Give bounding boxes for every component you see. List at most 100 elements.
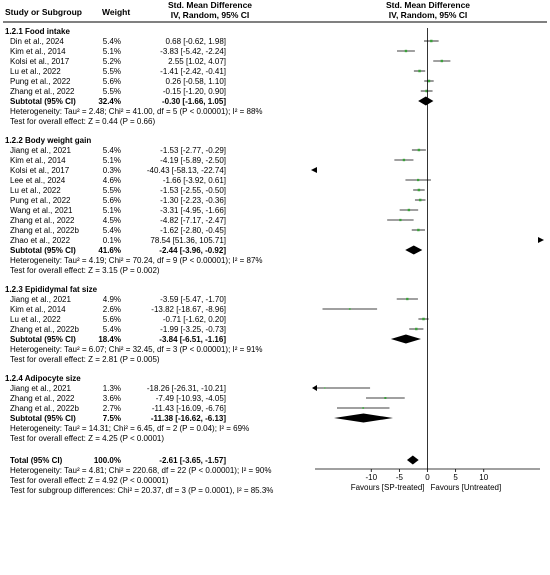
subtotal-label: Subtotal (95% CI): [10, 246, 76, 255]
study-weight: 5.1%: [103, 156, 121, 165]
study-marker: [399, 218, 402, 222]
favours-right-label: Favours [Untreated]: [431, 483, 502, 492]
study-weight: 3.6%: [103, 394, 121, 403]
study-ci: -40.43 [-58.13, -22.74]: [147, 166, 226, 175]
study-ci: -1.99 [-3.25, -0.73]: [160, 325, 226, 334]
study-ci: -1.53 [-2.77, -0.29]: [160, 146, 226, 155]
study-name: Pung et al., 2022: [10, 77, 71, 86]
study-ci: 0.26 [-0.58, 1.10]: [166, 77, 227, 86]
plot-title: Std. Mean Difference: [386, 0, 470, 10]
x-tick-label: 10: [479, 473, 488, 482]
study-name: Kolsi et al., 2017: [10, 166, 70, 175]
header: Study or Subgroup Weight Std. Mean Diffe…: [3, 0, 547, 23]
study-marker: [427, 79, 431, 83]
study-weight: 0.1%: [103, 236, 121, 245]
subtotal-diamond: [390, 334, 421, 344]
total-heterogeneity-text: Heterogeneity: Tau² = 4.81; Chi² = 220.6…: [10, 466, 271, 475]
study-weight: 5.1%: [103, 47, 121, 56]
study-ci: 2.55 [1.02, 4.07]: [168, 57, 226, 66]
ci-arrow-left: [311, 167, 317, 173]
study-ci: -1.62 [-2.80, -0.45]: [160, 226, 226, 235]
study-marker: [404, 49, 408, 53]
overall-effect-text: Test for overall effect: Z = 4.25 (P < 0…: [10, 434, 164, 443]
study-marker: [418, 69, 421, 73]
study-ci: -0.71 [-1.62, 0.20]: [163, 315, 226, 324]
study-marker: [384, 397, 387, 399]
x-tick-label: -10: [365, 473, 377, 482]
subtotal-label: Subtotal (95% CI): [10, 414, 76, 423]
study-weight: 5.4%: [103, 226, 121, 235]
study-weight: 5.5%: [103, 67, 121, 76]
study-weight: 5.2%: [103, 57, 121, 66]
study-marker: [417, 178, 420, 182]
total-ci: -2.61 [-3.65, -1.57]: [159, 456, 226, 465]
subtotal-weight: 7.5%: [103, 414, 121, 423]
study-ci: -4.19 [-5.89, -2.50]: [160, 156, 226, 165]
study-ci: -4.82 [-7.17, -2.47]: [160, 216, 226, 225]
study-marker: [407, 208, 411, 212]
subtotal-diamond: [334, 413, 394, 423]
ci-arrow-right: [538, 237, 544, 243]
study-ci: -1.66 [-3.92, 0.61]: [163, 176, 226, 185]
study-marker: [417, 228, 420, 232]
study-ci: -3.83 [-5.42, -2.24]: [160, 47, 226, 56]
study-name: Kim et al., 2014: [10, 156, 66, 165]
study-marker: [324, 387, 326, 389]
favours-left-label: Favours [SP-treated]: [351, 483, 425, 492]
study-ci: -3.59 [-5.47, -1.70]: [160, 295, 226, 304]
study-name: Zhang et al., 2022: [10, 394, 75, 403]
subtotal-ci: -3.84 [-6.51, -1.16]: [159, 335, 226, 344]
heterogeneity-text: Heterogeneity: Tau² = 14.31; Chi² = 6.45…: [10, 424, 249, 433]
ci-arrow-left: [312, 385, 317, 391]
study-name: Kolsi et al., 2017: [10, 57, 70, 66]
header-study-label: Study or Subgroup: [5, 7, 82, 17]
study-marker: [425, 89, 428, 93]
header-effect-title: Std. Mean Difference: [168, 0, 252, 10]
group-title: 1.2.3 Epididymal fat size: [5, 285, 98, 294]
study-weight: 2.6%: [103, 305, 121, 314]
study-weight: 5.1%: [103, 206, 121, 215]
study-ci: 0.68 [-0.62, 1.98]: [166, 37, 227, 46]
study-name: Zhao et al., 2022: [10, 236, 71, 245]
study-weight: 5.6%: [103, 77, 121, 86]
study-marker: [440, 59, 444, 63]
study-weight: 5.4%: [103, 146, 121, 155]
overall-effect-text: Test for overall effect: Z = 3.15 (P = 0…: [10, 266, 160, 275]
study-name: Jiang et al., 2021: [10, 384, 71, 393]
study-name: Lu et al., 2022: [10, 315, 61, 324]
study-name: Lu et al., 2022: [10, 67, 61, 76]
study-name: Lu et al., 2022: [10, 186, 61, 195]
study-marker: [348, 308, 351, 310]
study-name: Zhang et al., 2022b: [10, 404, 79, 413]
x-tick-label: -5: [396, 473, 404, 482]
study-marker: [417, 188, 421, 192]
total-label: Total (95% CI): [10, 456, 63, 465]
study-marker: [402, 158, 406, 162]
study-marker: [430, 39, 433, 43]
study-weight: 4.6%: [103, 176, 121, 185]
study-ci: -0.15 [-1.20, 0.90]: [163, 87, 226, 96]
study-name: Zhang et al., 2022b: [10, 325, 79, 334]
study-weight: 4.9%: [103, 295, 121, 304]
subtotal-weight: 41.6%: [98, 246, 121, 255]
group-title: 1.2.2 Body weight gain: [5, 136, 91, 145]
plot-method: IV, Random, 95% CI: [389, 10, 468, 20]
study-ci: -13.82 [-18.67, -8.96]: [151, 305, 226, 314]
study-weight: 5.6%: [103, 196, 121, 205]
study-marker: [406, 297, 409, 301]
subtotal-ci: -0.30 [-1.66, 1.05]: [162, 97, 226, 106]
total-diamond: [406, 455, 419, 465]
study-marker: [417, 148, 421, 152]
study-ci: -18.26 [-26.31, -10.21]: [147, 384, 226, 393]
study-name: Pung et al., 2022: [10, 196, 71, 205]
study-ci: -7.49 [-10.93, -4.05]: [156, 394, 226, 403]
x-tick-label: 0: [425, 473, 430, 482]
header-weight-label: Weight: [102, 7, 130, 17]
study-name: Din et al., 2024: [10, 37, 64, 46]
x-axis: -10 -5 0 5 10 Favours [SP-treated] Favours [Un…: [315, 28, 540, 492]
subtotal-weight: 18.4%: [98, 335, 121, 344]
subtotal-label: Subtotal (95% CI): [10, 97, 76, 106]
subtotal-ci: -2.44 [-3.96, -0.92]: [159, 246, 226, 255]
